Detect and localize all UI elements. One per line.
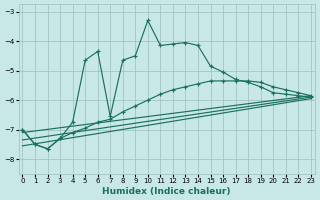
X-axis label: Humidex (Indice chaleur): Humidex (Indice chaleur) (102, 187, 231, 196)
